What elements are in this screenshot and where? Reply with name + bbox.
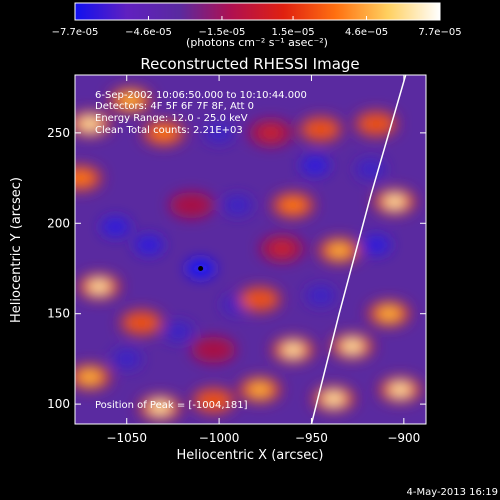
emission-core bbox=[120, 94, 141, 107]
negative-lobe bbox=[163, 321, 194, 342]
emission-core bbox=[273, 243, 290, 254]
y-tick-label: 150 bbox=[47, 307, 70, 321]
emission-core bbox=[149, 401, 171, 415]
emission-core bbox=[390, 383, 411, 397]
emission-core bbox=[323, 392, 344, 406]
colorbar-tick-label: −4.6e-05 bbox=[125, 27, 172, 38]
colorbar-tick-labels: −7.7e-05 −4.6e-05 −1.5e-05 1.5e−05 4.6e−05 7.… bbox=[52, 27, 462, 38]
emission-core bbox=[341, 339, 363, 353]
detectors-text: Detectors: 4F 5F 6F 7F 8F, Att 0 bbox=[95, 101, 254, 112]
colorbar-tick-label: 7.7e−05 bbox=[418, 27, 461, 38]
heatmap-image bbox=[75, 75, 426, 424]
emission-core bbox=[379, 307, 399, 320]
negative-lobe bbox=[361, 234, 391, 255]
colorbar-tick-label: 4.6e−05 bbox=[345, 27, 388, 38]
emission-core bbox=[75, 172, 90, 184]
emission-core bbox=[80, 370, 100, 384]
y-axis-ticks: 100 150 200 250 bbox=[47, 126, 426, 411]
annotation-block: 6-Sep-2002 10:06:50.000 to 10:10:44.000 … bbox=[95, 90, 307, 411]
colorbar-tick-label: −1.5e-05 bbox=[199, 27, 246, 38]
y-axis-title: Heliocentric Y (arcsec) bbox=[9, 177, 24, 323]
colorbar bbox=[74, 2, 441, 21]
chart-title: Reconstructed RHESSI Image bbox=[140, 55, 359, 73]
y-tick-label: 200 bbox=[47, 216, 70, 230]
emission-core bbox=[183, 200, 200, 211]
x-tick-label: −950 bbox=[295, 431, 328, 445]
energy-range-text: Energy Range: 12.0 - 25.0 keV bbox=[95, 113, 248, 124]
emission-core bbox=[262, 127, 279, 138]
emission-core bbox=[155, 127, 173, 139]
negative-lobe bbox=[204, 122, 234, 143]
time-range-text: 6-Sep-2002 10:06:50.000 to 10:10:44.000 bbox=[95, 90, 307, 101]
emission-core bbox=[89, 280, 109, 294]
negative-lobe bbox=[100, 216, 131, 237]
negative-lobe bbox=[111, 348, 142, 369]
colorbar-tick-label: 1.5e−05 bbox=[271, 27, 314, 38]
solar-limb-curve bbox=[310, 75, 407, 424]
negative-lobe bbox=[305, 285, 336, 306]
y-tick-label: 100 bbox=[47, 397, 70, 411]
x-tick-label: −1000 bbox=[199, 431, 240, 445]
emission-core bbox=[250, 383, 270, 396]
emission-core bbox=[205, 395, 222, 406]
peak-position-text: Position of Peak = [-1004,181] bbox=[95, 400, 248, 411]
x-tick-label: −900 bbox=[387, 431, 420, 445]
x-tick-label: −1050 bbox=[106, 431, 147, 445]
emission-core bbox=[79, 117, 100, 131]
emission-core bbox=[312, 123, 330, 135]
negative-lobe bbox=[222, 195, 253, 216]
y-tick-label: 250 bbox=[47, 126, 70, 140]
colorbar-tick-label: −7.7e-05 bbox=[52, 27, 99, 38]
colorbar-units: (photons cm⁻² s⁻¹ asec⁻²) bbox=[186, 36, 328, 49]
emission-core bbox=[133, 317, 150, 329]
negative-lobe bbox=[300, 155, 330, 176]
heatmap-sources bbox=[75, 87, 423, 421]
emission-core bbox=[283, 343, 303, 357]
plot-frame bbox=[74, 74, 427, 425]
peak-marker bbox=[198, 265, 204, 271]
negative-lobe bbox=[134, 234, 164, 255]
colorbar-ticks bbox=[74, 16, 441, 20]
clean-counts-text: Clean Total counts: 2.21E+03 bbox=[95, 125, 243, 136]
x-axis-title: Heliocentric X (arcsec) bbox=[177, 448, 324, 463]
emission-core bbox=[251, 293, 269, 305]
emission-core bbox=[329, 244, 349, 257]
negative-lobe bbox=[355, 159, 386, 180]
emission-core bbox=[384, 195, 405, 209]
x-axis-ticks: −1050 −1000 −950 −900 bbox=[106, 75, 420, 445]
emission-core bbox=[206, 345, 221, 355]
emission-core bbox=[367, 118, 385, 130]
footer-timestamp: 4-May-2013 16:19 bbox=[406, 487, 498, 498]
emission-core bbox=[283, 199, 302, 212]
